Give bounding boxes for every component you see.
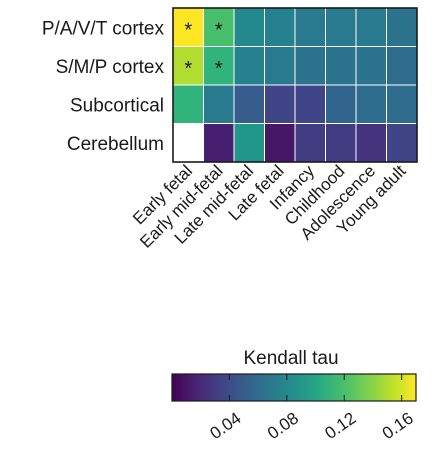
heatmap-cell: [233, 46, 265, 86]
heatmap-cell: [294, 46, 326, 86]
heatmap-cell: [386, 123, 418, 163]
heatmap-cell: [386, 84, 418, 124]
row-label: Subcortical: [70, 95, 164, 116]
heatmap-cell: [325, 84, 357, 124]
heatmap-cell: [233, 7, 265, 47]
heatmap-cell: [264, 7, 296, 47]
colorbar-tick-label: 0.08: [264, 409, 302, 444]
heatmap-cell: [355, 46, 387, 86]
heatmap-cell: [294, 84, 326, 124]
heatmap-cell: [386, 7, 418, 47]
colorbar-title: Kendall tau: [243, 348, 338, 369]
row-label: Cerebellum: [67, 134, 164, 155]
heatmap-cell: [325, 7, 357, 47]
heatmap-cells: [172, 7, 418, 163]
row-label: P/A/V/T cortex: [42, 18, 165, 39]
significance-marker: *: [215, 19, 223, 41]
heatmap-cell: [325, 46, 357, 86]
colorbar: 0.04 0.08 0.12 0.16: [171, 373, 417, 444]
heatmap-border: [172, 7, 418, 163]
heatmap-cell: [264, 84, 296, 124]
heatmap-cell: [172, 123, 204, 163]
heatmap-cell: [233, 84, 265, 124]
heatmap-cell: [355, 123, 387, 163]
heatmap-cell: [294, 123, 326, 163]
significance-marker: *: [184, 19, 192, 41]
heatmap-cell: [172, 84, 204, 124]
heatmap-cell: [355, 84, 387, 124]
colorbar-bar: [171, 373, 417, 402]
colorbar-tick-label: 0.12: [321, 409, 359, 444]
colorbar-tick-label: 0.16: [379, 409, 417, 444]
heatmap-cell: [203, 123, 235, 163]
row-label: S/M/P cortex: [56, 57, 165, 78]
heatmap-cell: [264, 46, 296, 86]
heatmap-cell: [294, 7, 326, 47]
heatmap-cell: [264, 123, 296, 163]
significance-marker: *: [215, 58, 223, 80]
heatmap-cell: [386, 46, 418, 86]
heatmap-cell: [355, 7, 387, 47]
heatmap-cell: [203, 7, 235, 47]
heatmap-cell: [233, 123, 265, 163]
colorbar-tick-label: 0.04: [207, 409, 245, 444]
significance-marker: *: [184, 58, 192, 80]
heatmap-cell: [203, 84, 235, 124]
significance-markers: * * * *: [184, 19, 223, 80]
heatmap-cell: [325, 123, 357, 163]
row-labels: P/A/V/T cortex S/M/P cortex Subcortical Cer…: [42, 18, 165, 155]
